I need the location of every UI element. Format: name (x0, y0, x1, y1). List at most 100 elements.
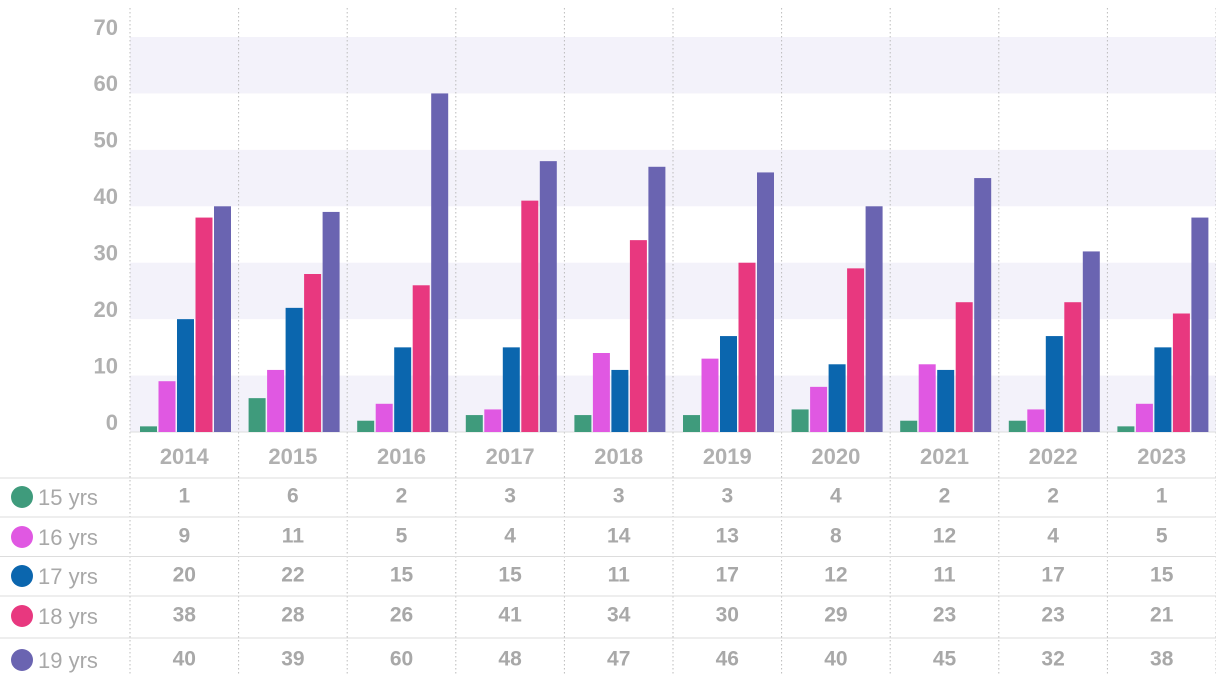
bar (1082, 251, 1100, 432)
table-cell: 14 (607, 525, 631, 548)
table-cell: 13 (716, 525, 739, 548)
bar (375, 403, 393, 432)
x-tick-label: 2021 (920, 444, 969, 469)
bar (502, 347, 520, 432)
bar (195, 217, 213, 432)
legend-label: 17 yrs (38, 564, 98, 589)
y-tick-label: 20 (94, 297, 118, 322)
bar (574, 415, 592, 432)
bar (1064, 302, 1082, 432)
bar (140, 426, 157, 432)
bar (1117, 426, 1135, 432)
bar (791, 409, 809, 432)
table-cell: 32 (1041, 648, 1064, 671)
table-cell: 15 (1150, 564, 1174, 587)
y-tick-label: 0 (106, 410, 118, 435)
bar (158, 381, 176, 432)
bar (539, 161, 557, 432)
y-tick-label: 40 (94, 184, 118, 209)
x-tick-label: 2016 (377, 444, 426, 469)
x-tick-label: 2017 (486, 444, 535, 469)
table-cell: 40 (824, 648, 847, 671)
table-cell: 45 (933, 648, 957, 671)
bar (177, 319, 194, 432)
bar (900, 420, 918, 432)
bar (267, 369, 285, 432)
table-cell: 1 (178, 485, 190, 508)
table-cell: 22 (281, 564, 304, 587)
bar (484, 409, 502, 432)
bar (214, 206, 231, 432)
y-tick-label: 70 (94, 15, 118, 40)
bar (937, 369, 955, 432)
table-cell: 60 (390, 648, 413, 671)
bar (285, 307, 303, 432)
table-cell: 23 (1041, 604, 1064, 627)
x-tick-label: 2020 (811, 444, 860, 469)
table-cell: 4 (504, 525, 516, 548)
table-cell: 17 (1041, 564, 1064, 587)
legend-swatch (11, 486, 33, 508)
table-cell: 11 (608, 564, 631, 587)
table-cell: 15 (390, 564, 414, 587)
table-cell: 1 (1156, 485, 1168, 508)
table-cell: 3 (721, 485, 733, 508)
table-cell: 38 (1150, 648, 1174, 671)
table-cell: 46 (716, 648, 739, 671)
table-cell: 29 (824, 604, 847, 627)
table-cell: 47 (607, 648, 630, 671)
table-cell: 6 (287, 485, 299, 508)
table-cell: 9 (178, 525, 190, 548)
bar (629, 240, 647, 432)
bar (738, 262, 756, 432)
table-cell: 3 (613, 485, 625, 508)
x-tick-label: 2018 (594, 444, 643, 469)
bar (611, 369, 629, 432)
table-cell: 12 (824, 564, 847, 587)
table-cell: 11 (933, 564, 956, 587)
table-cell: 17 (716, 564, 739, 587)
bar (1135, 403, 1153, 432)
table-cell: 5 (396, 525, 408, 548)
table-cell: 30 (716, 604, 739, 627)
x-tick-label: 2022 (1029, 444, 1078, 469)
bar (592, 353, 610, 432)
bar (412, 285, 430, 432)
table-cell: 2 (396, 485, 408, 508)
bar (465, 415, 483, 432)
table-cell: 12 (933, 525, 956, 548)
y-tick-label: 60 (94, 71, 118, 96)
bar (683, 415, 700, 432)
table-cell: 2 (1047, 485, 1059, 508)
bar (701, 358, 719, 432)
table-cell: 21 (1150, 604, 1174, 627)
bar (810, 386, 828, 432)
bar (304, 274, 322, 432)
legend-swatch (11, 565, 33, 587)
bar (1172, 313, 1190, 432)
table-cell: 23 (933, 604, 956, 627)
legend-label: 19 yrs (38, 648, 98, 673)
bar (757, 172, 774, 432)
x-tick-label: 2014 (160, 444, 210, 469)
y-tick-label: 10 (94, 353, 118, 378)
bar (1045, 336, 1063, 432)
table-cell: 34 (607, 604, 631, 627)
bar (828, 364, 846, 432)
bar (720, 336, 737, 432)
legend-label: 16 yrs (38, 525, 98, 550)
legend-swatch (11, 649, 33, 671)
legend-label: 15 yrs (38, 485, 98, 510)
bar (1191, 217, 1209, 432)
table-cell: 2 (939, 485, 951, 508)
bar (322, 211, 340, 432)
table-cell: 40 (173, 648, 196, 671)
bar (847, 268, 865, 432)
table-cell: 20 (173, 564, 196, 587)
bar (974, 178, 992, 432)
bar (1008, 420, 1026, 432)
table-cell: 38 (173, 604, 197, 627)
table-cell: 3 (504, 485, 516, 508)
bar (918, 364, 936, 432)
